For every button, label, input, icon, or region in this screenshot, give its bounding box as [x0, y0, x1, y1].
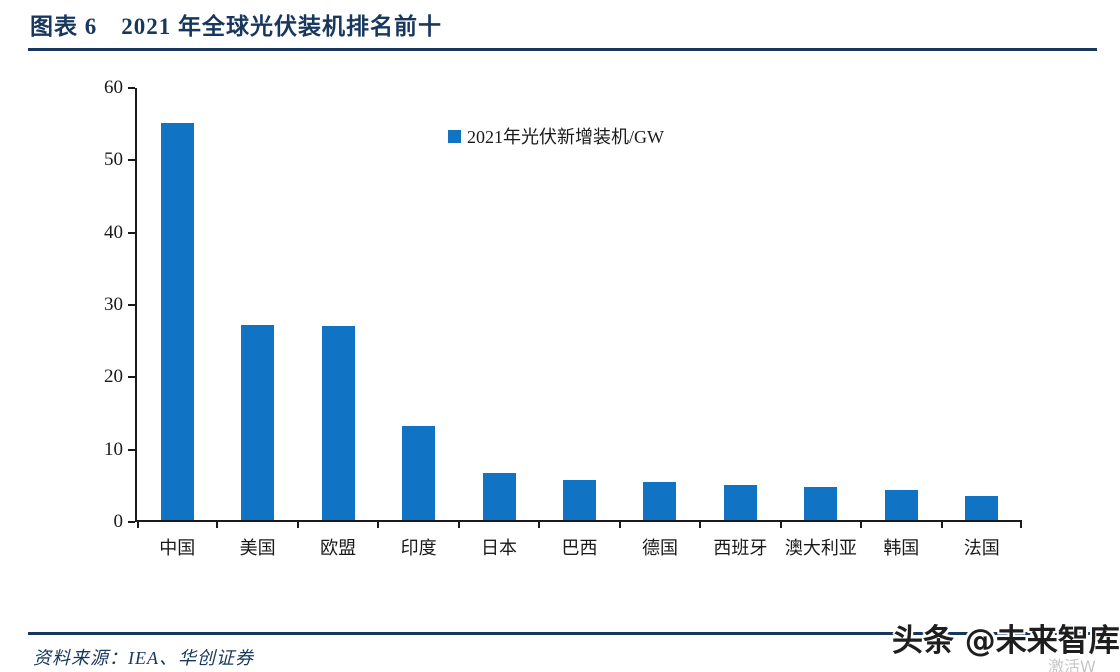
y-axis-tick [128, 448, 135, 451]
activation-watermark: 激活W [1048, 657, 1096, 672]
x-axis-category-label: 巴西 [561, 538, 598, 558]
bar-8 [804, 486, 838, 520]
title-underline-rule [28, 48, 1097, 51]
x-axis-tick [137, 520, 139, 528]
x-axis-category-label: 日本 [481, 538, 518, 558]
source-note: 资料来源：IEA、华创证券 [33, 648, 254, 668]
x-axis-category-label: 欧盟 [320, 538, 357, 558]
x-axis-tick [538, 520, 541, 528]
toutiao-watermark: 头条 @未来智库 [892, 623, 1120, 659]
x-axis-category-label: 德国 [641, 538, 678, 558]
bar-4 [482, 472, 516, 520]
bar-2 [321, 326, 355, 520]
y-axis-tick-label: 30 [104, 294, 123, 315]
y-axis-tick-label: 20 [104, 366, 123, 388]
y-axis-tick [128, 231, 135, 234]
bar-1 [241, 325, 275, 520]
y-axis-tick-label: 60 [104, 77, 123, 98]
bar-7 [723, 484, 757, 520]
bar-0 [160, 122, 194, 520]
x-axis-category-label: 韩国 [883, 538, 920, 558]
bar-9 [884, 489, 918, 520]
x-axis-tick [779, 520, 782, 528]
x-axis-category-label: 西班牙 [713, 538, 768, 558]
x-axis-tick [457, 520, 460, 528]
x-axis-tick [377, 520, 380, 528]
bar-chart-plot-area: 0 10 20 30 40 50 60 中国 美国 欧盟 印度 日本 巴西 德国 西班牙 澳大利亚 韩国 法国 [104, 77, 1022, 558]
page-title: 图表 6 2021 年全球光伏装机排名前十 [30, 14, 442, 39]
y-axis-tick [128, 376, 135, 379]
x-axis-category-label: 印度 [400, 538, 437, 558]
x-axis-tick [1020, 520, 1022, 528]
x-axis-category-label: 澳大利亚 [784, 538, 857, 558]
chart-legend: 2021年光伏新增装机/GW [448, 123, 664, 149]
y-axis-tick [128, 87, 135, 89]
y-axis-tick [128, 159, 135, 162]
y-axis-tick-label: 40 [104, 221, 123, 243]
y-axis-tick-label: 0 [113, 511, 124, 532]
bar-5 [563, 480, 596, 520]
x-axis-tick [699, 520, 702, 528]
x-axis-category-label: 中国 [159, 538, 196, 558]
y-axis-tick-label: 10 [104, 438, 123, 460]
x-axis-tick [860, 520, 863, 528]
y-axis-tick [128, 521, 135, 523]
bar-6 [643, 481, 677, 520]
bar-10 [965, 496, 999, 520]
legend-label: 2021年光伏新增装机/GW [467, 127, 664, 147]
x-axis-tick [216, 520, 219, 528]
x-axis-tick [618, 520, 621, 528]
x-axis-tick [296, 520, 299, 528]
bar-3 [402, 425, 436, 520]
legend-swatch-icon [448, 129, 461, 143]
y-axis-tick [128, 304, 135, 306]
y-axis-tick-label: 50 [104, 149, 123, 171]
x-axis-category-label: 法国 [963, 538, 1000, 558]
x-axis-tick [940, 520, 943, 528]
footer-rule [28, 632, 1097, 635]
x-axis-category-label: 美国 [239, 538, 276, 558]
